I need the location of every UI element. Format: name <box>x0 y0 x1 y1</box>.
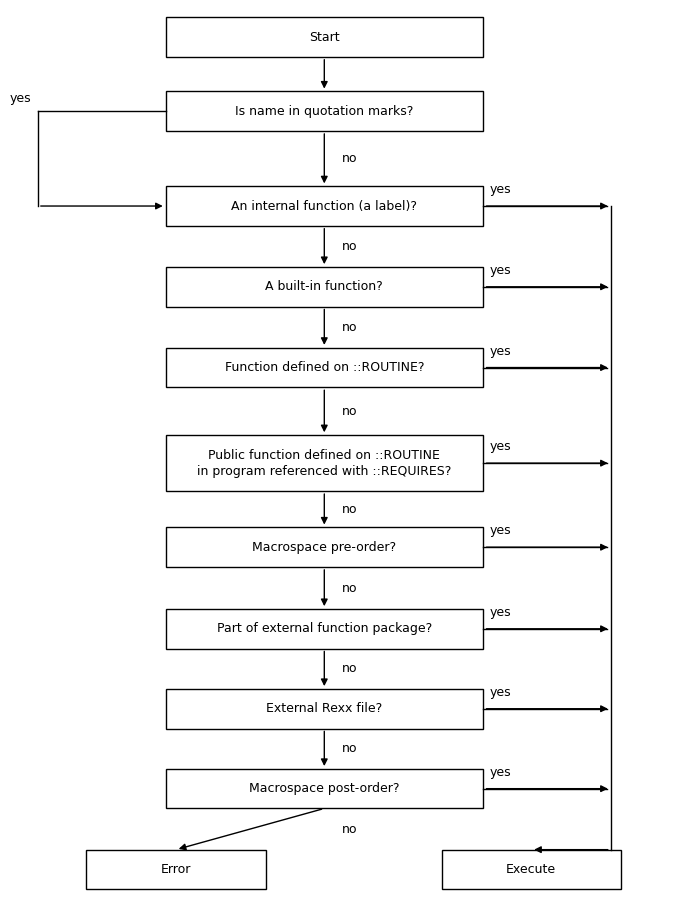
Bar <box>166 689 483 728</box>
Text: no: no <box>342 404 357 418</box>
Text: Error: Error <box>161 863 191 876</box>
Text: yes: yes <box>490 605 511 619</box>
Text: no: no <box>342 742 357 755</box>
Bar <box>166 91 483 131</box>
Bar <box>166 348 483 388</box>
Bar <box>166 18 483 57</box>
Text: Part of external function package?: Part of external function package? <box>217 622 432 635</box>
Bar <box>166 267 483 306</box>
Text: no: no <box>342 581 357 594</box>
Text: Public function defined on ::ROUTINE
in program referenced with ::REQUIRES?: Public function defined on ::ROUTINE in … <box>197 449 451 477</box>
Bar <box>166 527 483 567</box>
Bar <box>166 769 483 809</box>
Bar <box>166 435 483 491</box>
Text: A built-in function?: A built-in function? <box>266 281 383 294</box>
Text: no: no <box>342 822 357 835</box>
Text: Is name in quotation marks?: Is name in quotation marks? <box>235 104 413 118</box>
Text: yes: yes <box>490 524 511 537</box>
Text: Start: Start <box>309 30 339 43</box>
Bar <box>86 850 266 889</box>
Text: no: no <box>342 320 357 334</box>
Text: no: no <box>342 240 357 253</box>
Text: Macrospace pre-order?: Macrospace pre-order? <box>253 541 396 554</box>
Text: no: no <box>342 152 357 165</box>
Text: Execute: Execute <box>506 863 556 876</box>
Bar <box>166 186 483 226</box>
Text: Function defined on ::ROUTINE?: Function defined on ::ROUTINE? <box>224 361 424 374</box>
Text: yes: yes <box>10 91 31 104</box>
Bar <box>442 850 621 889</box>
Text: yes: yes <box>490 183 511 197</box>
Text: An internal function (a label)?: An internal function (a label)? <box>231 199 417 212</box>
Text: yes: yes <box>490 686 511 699</box>
Text: yes: yes <box>490 264 511 277</box>
Text: yes: yes <box>490 766 511 779</box>
Text: yes: yes <box>490 344 511 358</box>
Text: no: no <box>342 503 357 516</box>
Text: no: no <box>342 663 357 676</box>
Text: External Rexx file?: External Rexx file? <box>266 702 382 715</box>
Text: Macrospace post-order?: Macrospace post-order? <box>249 782 400 796</box>
Bar <box>166 609 483 649</box>
Text: yes: yes <box>490 440 511 453</box>
